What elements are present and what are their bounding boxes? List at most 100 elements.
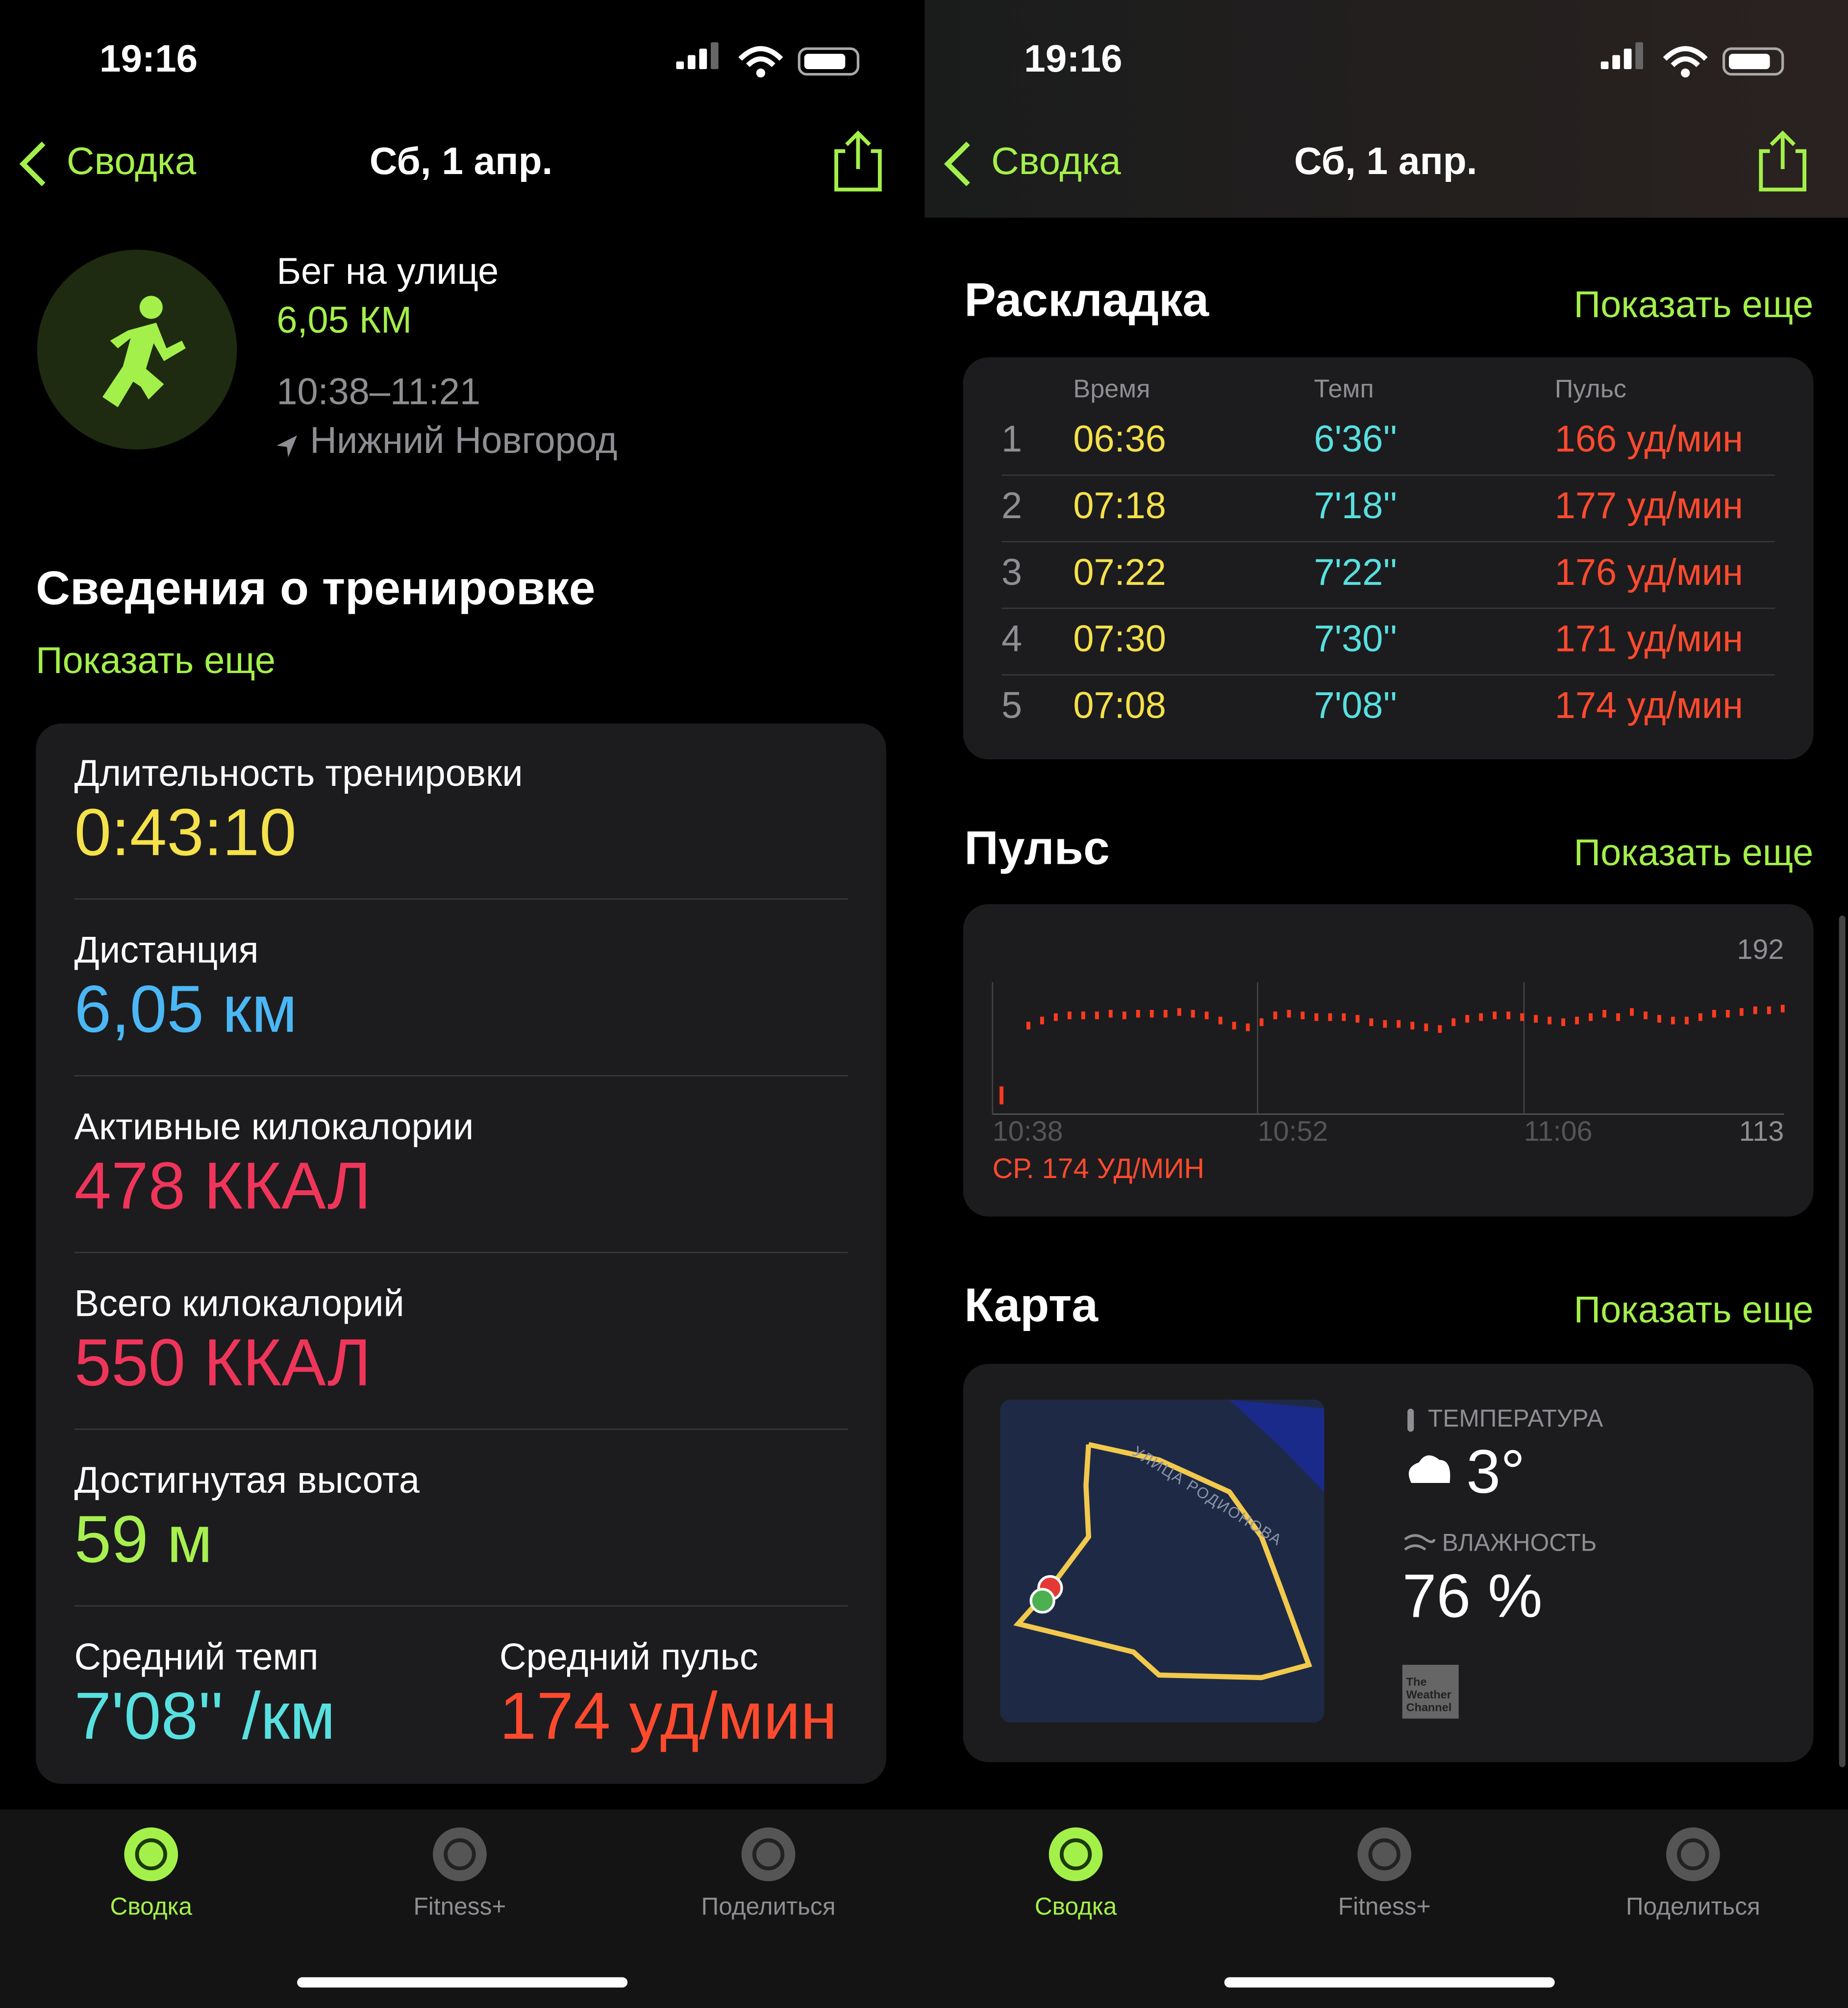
show-more[interactable]: Показать еще xyxy=(1574,832,1814,874)
tab-icon[interactable] xyxy=(1666,1827,1720,1882)
back-button[interactable]: Сводка xyxy=(67,139,197,182)
show-more[interactable]: Показать еще xyxy=(1574,1289,1814,1331)
share-button[interactable] xyxy=(834,130,882,192)
battery-level xyxy=(1729,53,1770,70)
status-time: 19:16 xyxy=(1024,37,1122,80)
heart-rate-point xyxy=(1122,1011,1126,1020)
column-header: Темп xyxy=(1314,375,1374,403)
heart-rate-point xyxy=(1671,1016,1675,1025)
scrollbar xyxy=(1839,915,1846,1767)
humidity-icon xyxy=(1404,1534,1436,1551)
tab-label[interactable]: Поделиться xyxy=(1626,1892,1760,1920)
column-header: Пульс xyxy=(1555,375,1626,403)
tab-label[interactable]: Поделиться xyxy=(701,1892,836,1920)
tab-icon[interactable] xyxy=(741,1827,796,1882)
tab-label[interactable]: Сводка xyxy=(1035,1892,1117,1920)
tab-icon-ring xyxy=(1677,1838,1709,1871)
details-card xyxy=(36,723,886,1784)
battery xyxy=(1722,47,1784,76)
heart-rate-point xyxy=(1081,1011,1085,1020)
tab-icon-ring xyxy=(1368,1838,1400,1871)
tab-label[interactable]: Сводка xyxy=(110,1892,193,1920)
split-cell: 07:18 xyxy=(1073,485,1166,527)
heart-rate-point xyxy=(1328,1013,1332,1021)
nav-title: Сб, 1 апр. xyxy=(370,139,552,182)
split-cell: 6'36'' xyxy=(1314,418,1398,460)
heart-rate-point xyxy=(1465,1015,1470,1023)
metric-value: 174 уд/мин xyxy=(499,1679,837,1753)
tab-icon-ring xyxy=(752,1838,785,1871)
tab-icon[interactable] xyxy=(433,1827,487,1882)
tab-icon-ring xyxy=(1059,1838,1092,1871)
metric-value: 0:43:10 xyxy=(75,795,297,869)
metric-label: Дистанция xyxy=(75,929,259,971)
section-title: Сведения о тренировке xyxy=(36,562,595,614)
column-header: Время xyxy=(1073,375,1150,403)
heart-rate-point xyxy=(1630,1008,1634,1016)
temperature-value: 3° xyxy=(1466,1437,1525,1506)
heart-rate-point xyxy=(1424,1023,1428,1031)
metric-value: 7'08'' /км xyxy=(75,1679,336,1753)
back-chevron[interactable] xyxy=(944,141,970,186)
header-bg xyxy=(924,0,1848,218)
metric-value: 59 м xyxy=(75,1502,213,1576)
split-cell: 176 уд/мин xyxy=(1555,552,1743,593)
thermometer-icon xyxy=(1407,1408,1414,1432)
route-start xyxy=(1029,1588,1055,1614)
heart-rate-point xyxy=(1287,1009,1291,1018)
metric-label: Длительность тренировки xyxy=(75,753,523,794)
metric-label: Активные килокалории xyxy=(75,1106,474,1148)
signal-bar xyxy=(699,49,707,70)
heart-rate-point xyxy=(1644,1011,1648,1020)
heart-rate-point xyxy=(1410,1022,1415,1029)
split-cell: 7'22'' xyxy=(1314,552,1398,593)
heart-rate-point xyxy=(1479,1013,1483,1021)
x-tick-label: 10:38 xyxy=(993,1116,1063,1147)
heart-rate-point xyxy=(1602,1009,1606,1018)
heart-rate-point xyxy=(1053,1013,1058,1021)
heart-rate-point xyxy=(999,1086,1003,1104)
heart-rate-point xyxy=(1767,1006,1771,1014)
signal-bar xyxy=(1623,49,1632,70)
average-label: СР. 174 УД/МИН xyxy=(993,1153,1204,1184)
split-cell: 2 xyxy=(1001,485,1022,527)
workout-distance: 6,05 КМ xyxy=(276,299,412,341)
heart-rate-point xyxy=(1149,1009,1154,1018)
show-more[interactable]: Показать еще xyxy=(1574,284,1814,326)
split-cell: 07:22 xyxy=(1073,552,1166,593)
heart-rate-point xyxy=(1232,1022,1236,1029)
heart-rate-point xyxy=(1493,1011,1497,1020)
show-more[interactable]: Показать еще xyxy=(36,640,275,681)
metric-value: 6,05 км xyxy=(75,972,298,1046)
tab-icon[interactable] xyxy=(1357,1827,1412,1882)
wifi-icon xyxy=(1663,46,1708,68)
x-tick-label: 11:06 xyxy=(1524,1116,1593,1147)
metric-value: 478 ККАЛ xyxy=(75,1148,371,1223)
heart-rate-point xyxy=(1355,1015,1360,1023)
temperature-label: ТЕМПЕРАТУРА xyxy=(1428,1405,1603,1432)
heart-rate-point xyxy=(1575,1016,1579,1025)
tab-icon[interactable] xyxy=(124,1827,178,1882)
share-button[interactable] xyxy=(1759,130,1807,192)
tab-icon[interactable] xyxy=(1049,1827,1103,1882)
wifi-dot xyxy=(1681,68,1690,78)
back-button[interactable]: Сводка xyxy=(991,139,1121,182)
humidity-value: 76 % xyxy=(1402,1561,1543,1630)
tab-label[interactable]: Fitness+ xyxy=(1338,1892,1431,1920)
home-indicator xyxy=(1224,1977,1555,1988)
nav-title: Сб, 1 апр. xyxy=(1294,139,1477,182)
workout-time: 10:38–11:21 xyxy=(276,371,480,413)
heart-rate-point xyxy=(1534,1015,1538,1023)
metric-label: Всего килокалорий xyxy=(75,1283,404,1325)
heart-rate-point xyxy=(1739,1008,1744,1016)
split-cell: 166 уд/мин xyxy=(1555,418,1743,460)
tab-label[interactable]: Fitness+ xyxy=(413,1892,506,1920)
heart-rate-point xyxy=(1342,1013,1346,1021)
metric-label: Достигнутая высота xyxy=(75,1459,420,1501)
back-chevron[interactable] xyxy=(19,141,46,186)
heart-rate-point xyxy=(1273,1011,1277,1020)
split-cell: 5 xyxy=(1001,685,1022,727)
humidity-label: ВЛАЖНОСТЬ xyxy=(1442,1529,1597,1556)
home-indicator xyxy=(297,1977,628,1988)
